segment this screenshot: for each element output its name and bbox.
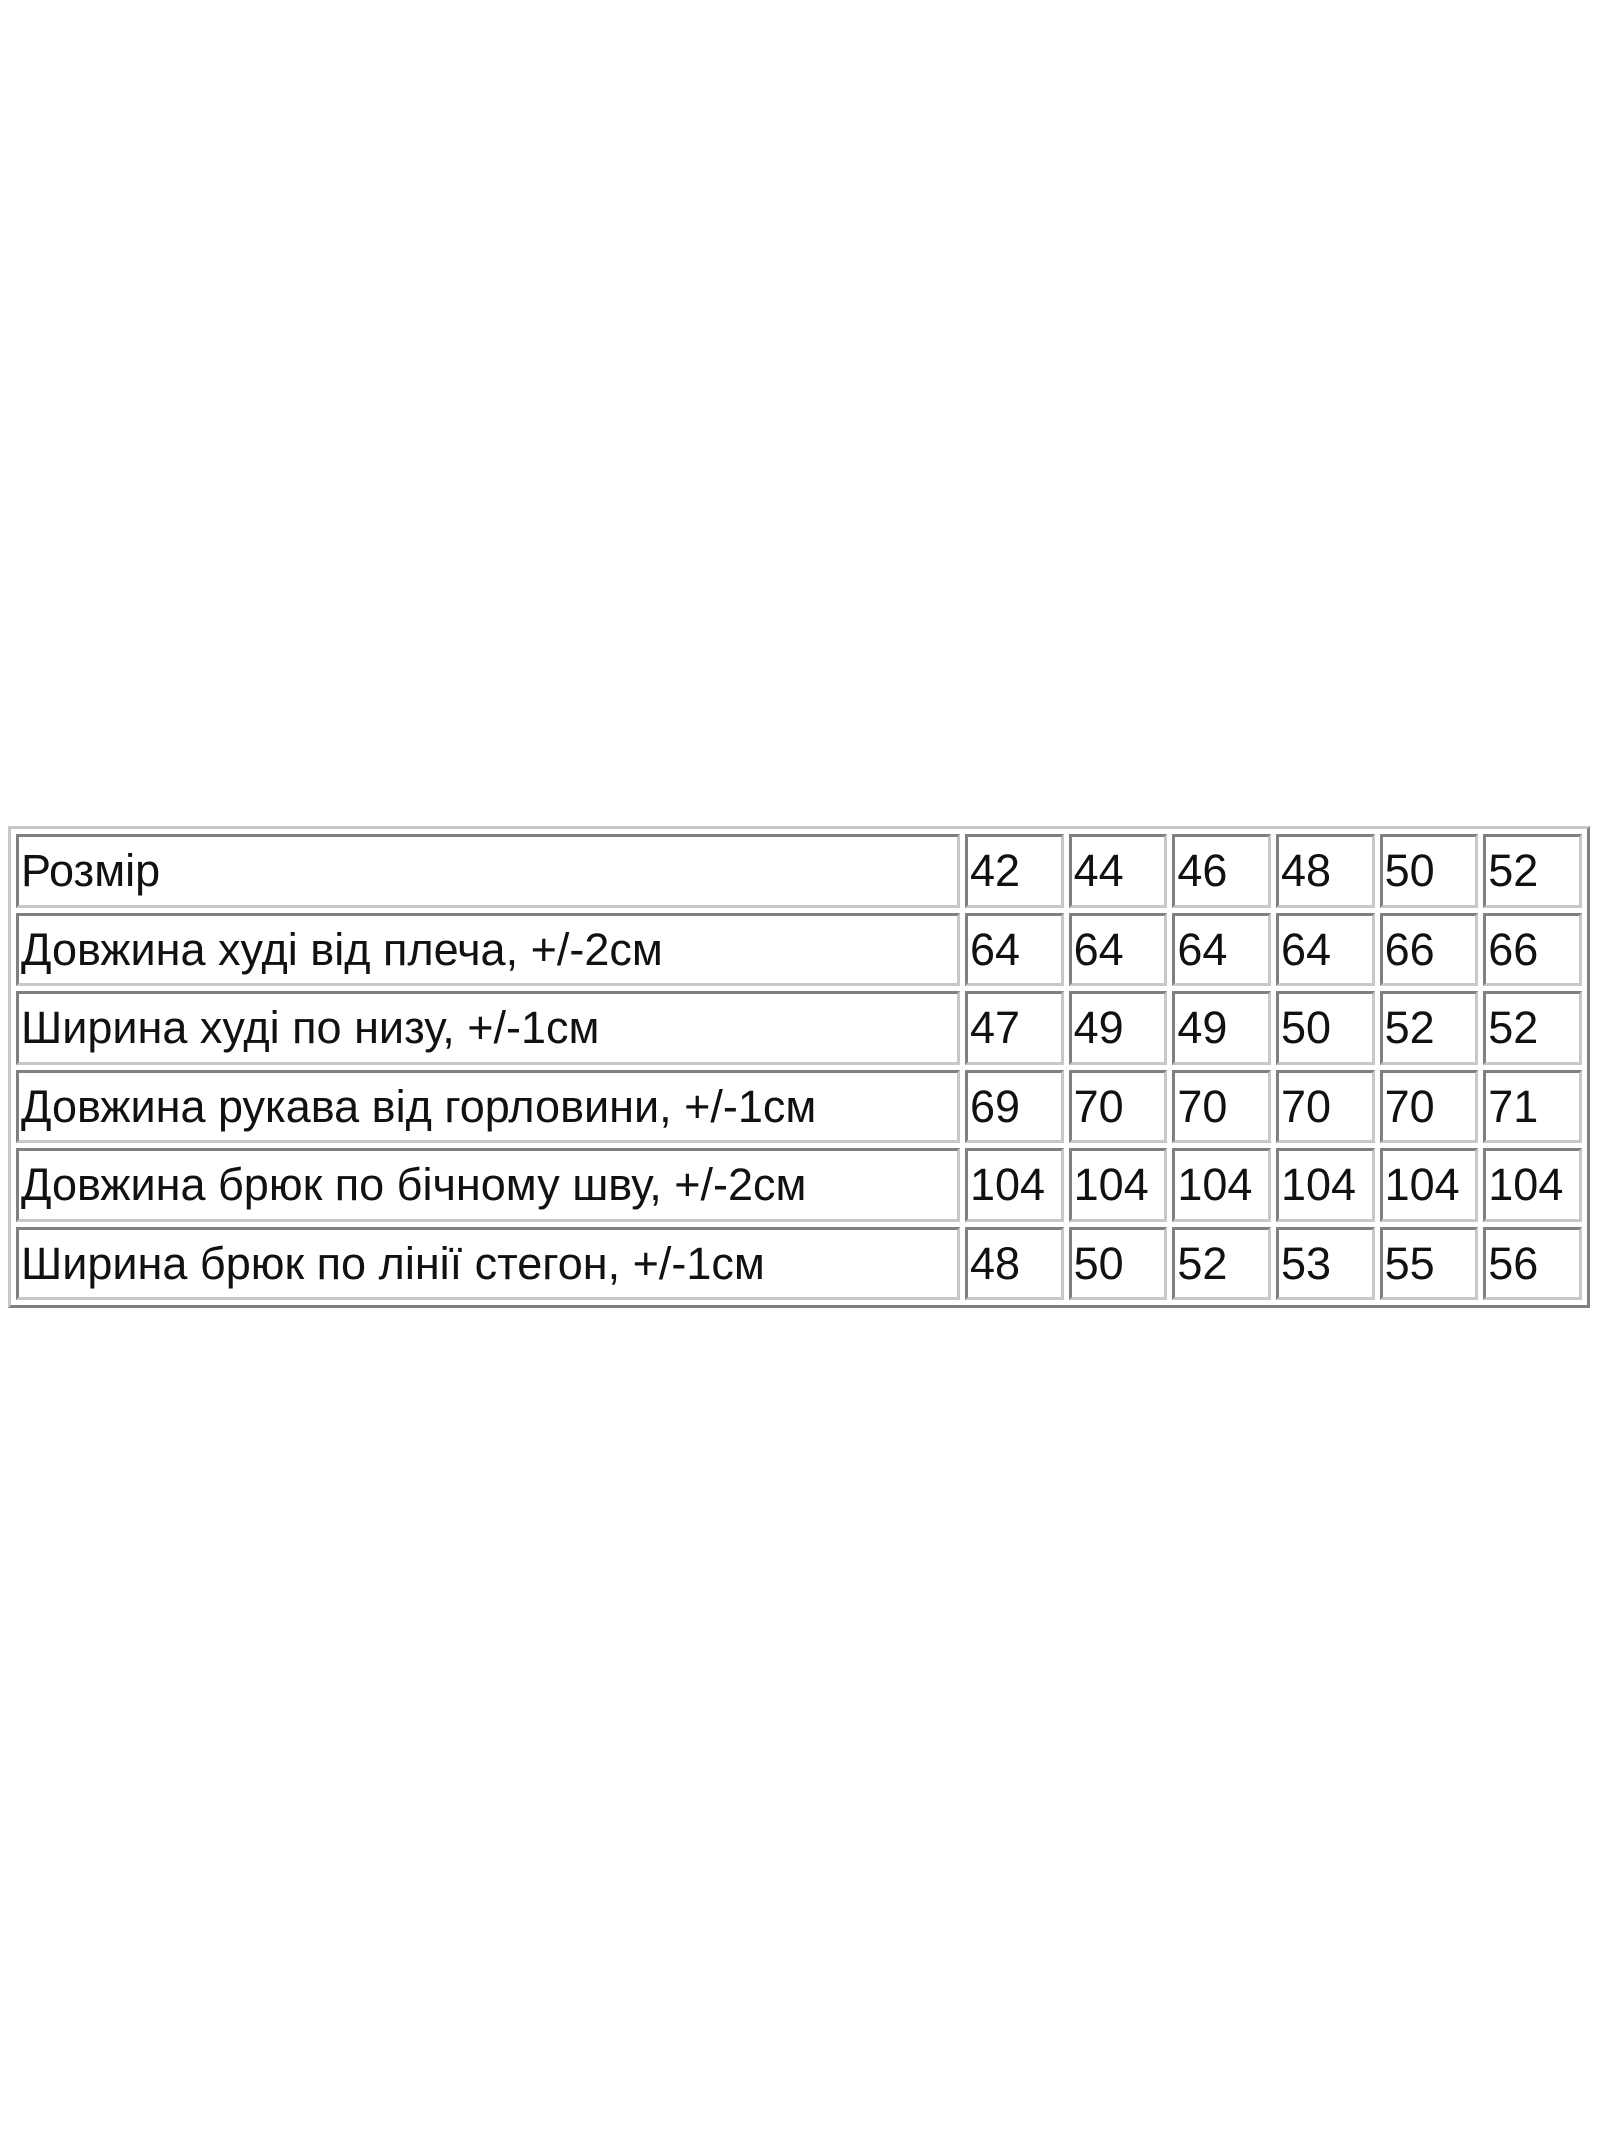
measurement-cell: 50 (1275, 991, 1375, 1065)
row-label: Довжина худі від плеча, +/-2см (16, 912, 960, 986)
measurement-cell: 50 (1068, 1226, 1168, 1300)
measurement-cell: 66 (1483, 912, 1582, 986)
row-label: Розмір (16, 834, 960, 908)
measurement-cell: 66 (1379, 912, 1479, 986)
measurement-cell: 53 (1275, 1226, 1375, 1300)
measurement-cell: 52 (1483, 991, 1582, 1065)
table-row: Ширина брюк по лінії стегон, +/-1см 48 50 5… (16, 1226, 1582, 1300)
measurement-cell: 52 (1379, 991, 1479, 1065)
measurement-cell: 64 (1172, 912, 1271, 986)
size-header-cell: 44 (1068, 834, 1168, 908)
measurement-cell: 52 (1172, 1226, 1271, 1300)
table-row: Довжина рукава від горловини, +/-1см 69 70… (16, 1069, 1582, 1143)
measurement-cell: 69 (965, 1069, 1064, 1143)
measurement-cell: 104 (1275, 1148, 1375, 1222)
measurement-cell: 70 (1172, 1069, 1271, 1143)
measurement-cell: 56 (1483, 1226, 1582, 1300)
measurement-cell: 64 (1068, 912, 1168, 986)
measurement-cell: 104 (1379, 1148, 1479, 1222)
measurement-cell: 49 (1172, 991, 1271, 1065)
measurement-cell: 104 (1068, 1148, 1168, 1222)
size-header-cell: 46 (1172, 834, 1271, 908)
measurement-cell: 49 (1068, 991, 1168, 1065)
measurement-cell: 64 (965, 912, 1064, 986)
row-label: Довжина рукава від горловини, +/-1см (16, 1069, 960, 1143)
size-table: Розмір 42 44 46 48 50 52 Довжина худі від плеча… (8, 826, 1590, 1308)
table-row: Довжина брюк по бічному шву, +/-2см 104 10… (16, 1148, 1582, 1222)
size-header-cell: 52 (1483, 834, 1582, 908)
measurement-cell: 48 (965, 1226, 1064, 1300)
header-row: Розмір 42 44 46 48 50 52 (16, 834, 1582, 908)
table-row: Ширина худі по низу, +/-1см 47 49 49 50 52 52 (16, 991, 1582, 1065)
table-row: Довжина худі від плеча, +/-2см 64 64 64 64 66… (16, 912, 1582, 986)
measurement-cell: 104 (1172, 1148, 1271, 1222)
measurement-cell: 70 (1379, 1069, 1479, 1143)
row-label: Ширина брюк по лінії стегон, +/-1см (16, 1226, 960, 1300)
measurement-cell: 104 (965, 1148, 1064, 1222)
row-label: Довжина брюк по бічному шву, +/-2см (16, 1148, 960, 1222)
measurement-cell: 70 (1275, 1069, 1375, 1143)
size-header-cell: 48 (1275, 834, 1375, 908)
size-header-cell: 42 (965, 834, 1064, 908)
measurement-cell: 64 (1275, 912, 1375, 986)
size-header-cell: 50 (1379, 834, 1479, 908)
measurement-cell: 55 (1379, 1226, 1479, 1300)
measurement-cell: 71 (1483, 1069, 1582, 1143)
measurement-cell: 104 (1483, 1148, 1582, 1222)
measurement-cell: 47 (965, 991, 1064, 1065)
measurement-cell: 70 (1068, 1069, 1168, 1143)
row-label: Ширина худі по низу, +/-1см (16, 991, 960, 1065)
